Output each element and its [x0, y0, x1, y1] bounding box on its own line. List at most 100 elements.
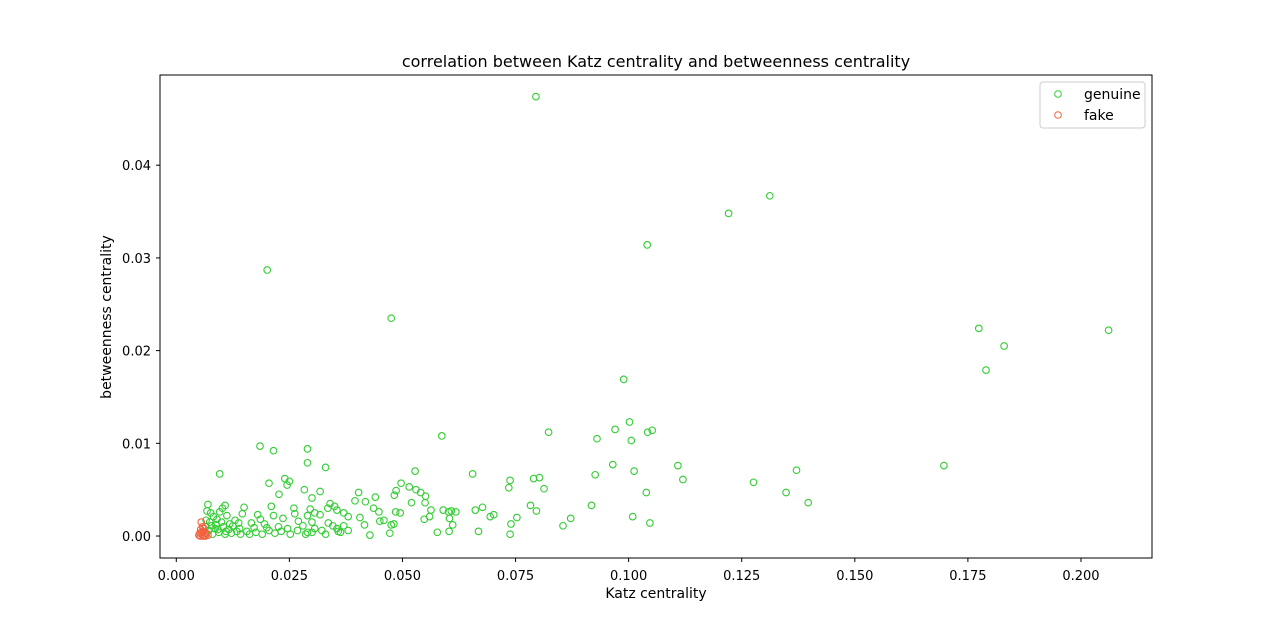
- data-point-genuine: [308, 518, 316, 526]
- data-point-genuine: [489, 510, 498, 519]
- data-point-genuine: [360, 521, 369, 529]
- data-point-genuine: [321, 463, 330, 472]
- data-point-genuine: [392, 486, 400, 495]
- data-point-genuine: [627, 436, 636, 445]
- data-point-genuine: [974, 324, 983, 333]
- data-point-genuine: [375, 508, 383, 516]
- data-point-genuine: [674, 461, 682, 470]
- data-point-genuine: [247, 519, 256, 527]
- data-point-genuine: [303, 511, 312, 520]
- data-point-genuine: [300, 485, 309, 494]
- data-point-genuine: [405, 483, 414, 491]
- data-point-genuine: [344, 526, 353, 535]
- x-axis-label: Katz centrality: [605, 586, 706, 602]
- data-point-genuine: [294, 517, 303, 526]
- x-tick-label: 0.175: [949, 569, 986, 584]
- data-point-genuine: [205, 518, 214, 526]
- data-point-genuine: [283, 481, 291, 489]
- x-tick-label: 0.075: [497, 569, 534, 584]
- data-point-genuine: [222, 527, 230, 536]
- data-point-genuine: [420, 515, 429, 524]
- data-point-genuine: [593, 434, 601, 443]
- data-point-genuine: [486, 512, 495, 521]
- data-point-genuine: [334, 527, 343, 536]
- data-point-genuine: [326, 499, 334, 508]
- data-point-genuine: [608, 460, 617, 469]
- data-point-genuine: [238, 509, 247, 518]
- data-point-genuine: [468, 470, 477, 478]
- data-point-genuine: [344, 512, 353, 521]
- data-point-genuine: [416, 488, 425, 497]
- data-point-genuine: [611, 425, 619, 434]
- data-point-genuine: [642, 488, 651, 497]
- data-point-genuine: [369, 504, 378, 513]
- data-point-genuine: [275, 490, 283, 499]
- data-point-genuine: [339, 509, 348, 517]
- data-point-genuine: [411, 467, 419, 475]
- data-point-genuine: [310, 509, 319, 517]
- data-point-fake: [196, 532, 205, 540]
- data-point-genuine: [303, 528, 312, 537]
- data-point-fake: [200, 524, 208, 533]
- data-point-genuine: [321, 530, 330, 539]
- data-point-genuine: [940, 461, 948, 470]
- legend-marker-genuine: [1054, 90, 1062, 98]
- data-point-genuine: [804, 498, 813, 507]
- data-point-genuine: [535, 473, 544, 482]
- data-point-genuine: [396, 509, 405, 517]
- data-point-genuine: [371, 493, 380, 501]
- data-point-genuine: [566, 514, 575, 523]
- data-point-genuine: [215, 508, 224, 516]
- data-point-genuine: [267, 502, 276, 511]
- data-point-genuine: [306, 505, 315, 513]
- data-point-genuine: [214, 525, 222, 534]
- data-point-genuine: [526, 501, 535, 510]
- data-point-genuine: [375, 517, 384, 526]
- data-point-genuine: [277, 527, 286, 536]
- data-point-genuine: [339, 521, 348, 530]
- data-point-genuine: [351, 496, 359, 505]
- data-point-genuine: [544, 428, 553, 437]
- data-point-genuine: [236, 530, 245, 539]
- data-point-genuine: [391, 508, 400, 516]
- data-point-genuine: [437, 432, 446, 440]
- data-point-genuine: [765, 191, 774, 200]
- data-point-genuine: [679, 475, 687, 484]
- data-point-genuine: [223, 511, 231, 520]
- data-point-genuine: [203, 507, 211, 515]
- data-point-genuine: [387, 521, 396, 529]
- data-point-genuine: [225, 520, 234, 528]
- data-point-fake: [204, 531, 212, 539]
- data-point-genuine: [290, 504, 298, 513]
- data-point-genuine: [792, 466, 801, 475]
- data-point-genuine: [227, 529, 236, 538]
- data-point-genuine: [265, 479, 273, 488]
- data-point-genuine: [421, 498, 429, 507]
- legend-label-fake: fake: [1084, 108, 1114, 124]
- legend-label-genuine: genuine: [1084, 87, 1141, 103]
- data-point-genuine: [407, 498, 416, 507]
- data-point-genuine: [323, 504, 332, 513]
- data-point-genuine: [328, 521, 337, 530]
- data-point-genuine: [504, 483, 513, 492]
- data-point-genuine: [451, 508, 460, 516]
- data-point-genuine: [474, 527, 483, 536]
- data-point-genuine: [648, 426, 657, 435]
- data-point-genuine: [234, 519, 243, 527]
- data-point-genuine: [587, 501, 596, 510]
- data-point-genuine: [445, 527, 453, 536]
- legend-marker-fake: [1054, 111, 1062, 119]
- data-point-genuine: [559, 521, 567, 530]
- data-point-genuine: [263, 266, 272, 274]
- data-point-genuine: [749, 478, 758, 487]
- data-point-genuine: [202, 516, 210, 525]
- data-point-genuine: [207, 521, 216, 530]
- data-point-genuine: [269, 511, 278, 520]
- data-point-genuine: [782, 488, 790, 497]
- data-point-genuine: [507, 520, 515, 528]
- data-point-genuine: [262, 523, 271, 532]
- data-point-genuine: [354, 488, 363, 497]
- y-axis-label: betweenness centrality: [99, 235, 115, 399]
- data-point-genuine: [643, 428, 652, 437]
- data-point-genuine: [529, 474, 538, 483]
